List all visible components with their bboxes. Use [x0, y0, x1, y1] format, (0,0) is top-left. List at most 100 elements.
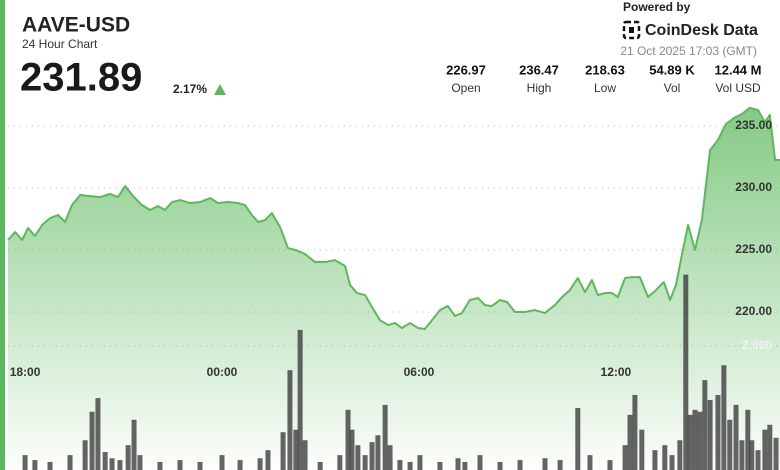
volume-bar [177, 460, 183, 470]
stat-label: Vol [664, 81, 681, 95]
volume-bar [517, 460, 523, 470]
volume-bar [131, 419, 137, 470]
volume-bar [683, 274, 689, 470]
volume-bar [417, 455, 423, 470]
volume-bar [47, 461, 53, 470]
volume-bar [587, 455, 593, 470]
volume-bar [607, 460, 613, 470]
volume-bar [739, 440, 745, 470]
volume-bar [382, 404, 388, 470]
volume-bar [280, 432, 286, 470]
volume-bar [407, 461, 413, 470]
timestamp: 21 Oct 2025 17:03 (GMT) [620, 44, 757, 58]
x-tick-label: 00:00 [207, 365, 238, 379]
volume-bar [762, 429, 768, 470]
y-tick-label: 220.00 [735, 304, 772, 318]
volume-bar [102, 452, 108, 470]
volume-bar [721, 365, 727, 470]
volume-bar [349, 429, 355, 470]
volume-bar [557, 460, 563, 470]
y-tick-label: 235.00 [735, 118, 772, 132]
accent-bar [0, 0, 5, 470]
powered-by: Powered by [623, 0, 691, 14]
volume-bar [125, 445, 131, 470]
volume-bar [622, 445, 628, 470]
volume-bar [362, 455, 368, 470]
stat-value: 54.89 K [649, 62, 695, 77]
logo-icon-center [629, 27, 634, 33]
volume-bar [773, 437, 779, 470]
stat-label: Low [594, 81, 616, 95]
volume-bar [455, 458, 461, 470]
volume-bar [632, 394, 638, 470]
volume-bar [669, 455, 675, 470]
volume-bar [677, 440, 683, 470]
price-change: 2.17% [173, 82, 207, 96]
volume-bar [237, 460, 243, 470]
volume-bar [355, 445, 361, 470]
stat-label: High [527, 81, 552, 95]
volume-bar [733, 404, 739, 470]
volume-bar [257, 458, 263, 470]
stat-value: 12.44 M [715, 62, 762, 77]
volume-bar [317, 461, 323, 470]
brand-logo [622, 20, 641, 40]
volume-bar [109, 458, 115, 470]
up-arrow [214, 84, 226, 95]
y2-tick-label: 2,000 [742, 338, 772, 352]
price-area [8, 107, 780, 470]
logo-icon [622, 20, 641, 40]
volume-bar [697, 411, 703, 470]
volume-bar [117, 460, 123, 470]
volume-bar [715, 394, 721, 470]
volume-bar [692, 409, 698, 470]
volume-bar [287, 370, 293, 470]
volume-bar [265, 450, 271, 470]
volume-bar [95, 398, 101, 470]
x-tick-label: 12:00 [601, 365, 632, 379]
plot-area: 220.00 225.00 230.00 235.00 2,000 18:00 00:00 0… [7, 106, 780, 470]
volume-bar [639, 429, 645, 470]
volume-bar [662, 445, 668, 470]
stat-value: 218.63 [585, 62, 625, 77]
volume-bar [755, 450, 761, 470]
last-price: 231.89 [20, 56, 142, 100]
volume-bar [462, 461, 468, 470]
volume-bar [302, 440, 308, 470]
volume-bar [437, 461, 443, 470]
volume-bar [157, 461, 163, 470]
volume-bar [137, 455, 143, 470]
volume-bar [197, 461, 203, 470]
volume-bar [219, 455, 225, 470]
chart-title: AAVE-USD [22, 14, 130, 37]
price-line [7, 106, 780, 331]
volume-bar [22, 455, 28, 470]
x-tick-label: 06:00 [404, 365, 435, 379]
volume-bar [727, 419, 733, 470]
volume-bar [397, 460, 403, 470]
volume-bar [745, 409, 751, 470]
volume-bar [542, 458, 548, 470]
volume-bar [497, 461, 503, 470]
y-tick-label: 225.00 [735, 242, 772, 256]
volume-bar [627, 414, 633, 470]
volume-bar [387, 445, 393, 470]
x-tick-label: 18:00 [10, 365, 41, 379]
volume-bar [89, 411, 95, 470]
volume-bar [702, 380, 708, 470]
volume-bar [707, 399, 713, 470]
chart-subtitle: 24 Hour Chart [22, 37, 98, 51]
volume-bar [67, 455, 73, 470]
volume-bar [687, 414, 693, 470]
volume-bar [652, 450, 658, 470]
stat-label: Open [451, 81, 480, 95]
stat-label: Vol USD [715, 81, 761, 95]
stat-value: 236.47 [519, 62, 559, 77]
brand-name: CoinDesk Data [645, 22, 758, 39]
volume-bar [82, 440, 88, 470]
volume-bar [369, 442, 375, 470]
volume-bar [297, 329, 303, 470]
volume-bar [477, 455, 483, 470]
y-tick-label: 230.00 [735, 180, 772, 194]
